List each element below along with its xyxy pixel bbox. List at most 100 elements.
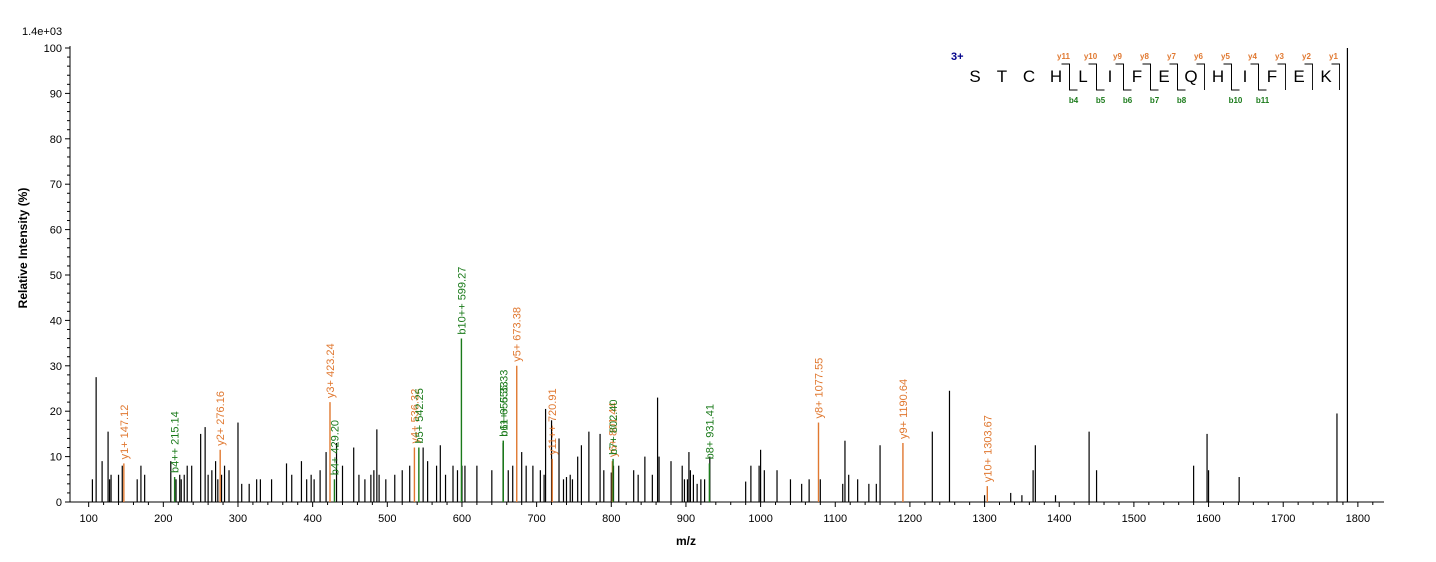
ion-label: y5+ 673.38 (512, 307, 524, 362)
residue: H (1050, 67, 1062, 86)
intensity-scale-label: 1.4e+03 (22, 26, 62, 38)
b-ion-label: b8 (1177, 96, 1187, 105)
y-ion-bracket (1331, 63, 1340, 90)
residue: F (1132, 67, 1142, 86)
residue: I (1108, 67, 1113, 86)
y-ion-bracket (1061, 63, 1070, 90)
x-tick-label: 1800 (1346, 513, 1370, 525)
x-tick-label: 500 (378, 513, 396, 525)
y-axis-title: Relative Intensity (%) (16, 188, 30, 309)
ion-label: y9+ 1190.64 (898, 379, 910, 439)
b-ion-bracket (1150, 64, 1159, 91)
b-ion-label: b4 (1069, 96, 1079, 105)
ion-label: y6+ 801.44 (607, 402, 619, 457)
y-tick-label: 20 (50, 406, 62, 418)
ion-label: y4+ 536.32 (409, 389, 421, 444)
y-tick-label: 60 (50, 225, 62, 237)
ion-label: b5+ 542.25 (414, 388, 426, 443)
x-tick-label: 1700 (1271, 513, 1295, 525)
b-ion-bracket (1177, 64, 1186, 91)
y-ion-bracket (1277, 63, 1286, 90)
ion-label: y8+ 1077.55 (813, 358, 825, 419)
y-tick-label: 50 (50, 270, 62, 282)
residue: E (1158, 67, 1169, 86)
x-tick-label: 900 (677, 513, 695, 525)
ion-label: b8+ 931.41 (704, 404, 716, 459)
b-ion-label: b7 (1150, 96, 1160, 105)
ion-label: b11++ 655.33 (498, 370, 510, 437)
y-ion-bracket (1169, 63, 1178, 90)
y-ion-label: y3 (1275, 52, 1284, 61)
y-ion-bracket (1196, 63, 1205, 90)
ion-label: y11++ 720.91 (547, 388, 559, 454)
y-ion-bracket (1115, 63, 1124, 90)
y-ion-bracket (1142, 63, 1151, 90)
y-ion-label: y1 (1329, 52, 1338, 61)
y-ion-label: y9 (1113, 52, 1122, 61)
x-tick-label: 600 (453, 513, 471, 525)
peak-series (91, 48, 1349, 502)
x-tick-label: 1600 (1196, 513, 1220, 525)
x-tick-label: 200 (154, 513, 172, 525)
b-ion-bracket (1231, 64, 1240, 91)
x-tick-label: 100 (79, 513, 97, 525)
y-ion-label: y6 (1194, 52, 1203, 61)
x-tick-label: 1400 (1047, 513, 1071, 525)
residue: K (1320, 67, 1332, 86)
ion-label: b10++ 599.27 (456, 267, 468, 335)
x-tick-label: 700 (527, 513, 545, 525)
y-tick-label: 100 (44, 43, 62, 55)
y-tick-label: 70 (50, 179, 62, 191)
y-ion-bracket (1088, 63, 1097, 90)
ion-label: b4+ 429.20 (329, 420, 341, 475)
y-ion-bracket (1250, 63, 1259, 90)
ion-label: y10+ 1303.67 (982, 415, 994, 482)
residue: Q (1184, 67, 1197, 86)
b-ion-bracket (1096, 64, 1105, 91)
y-ion-label: y10 (1084, 52, 1098, 61)
residue: H (1212, 67, 1224, 86)
residue: S (969, 67, 980, 86)
y-ion-label: y8 (1140, 52, 1149, 61)
y-tick-label: 0 (56, 497, 62, 509)
x-tick-label: 400 (303, 513, 321, 525)
residue: I (1243, 67, 1248, 86)
b-ion-label: b5 (1096, 96, 1106, 105)
residue: C (1023, 67, 1035, 86)
x-tick-label: 300 (229, 513, 247, 525)
x-tick-label: 1100 (823, 513, 847, 525)
residue: E (1293, 67, 1304, 86)
y-tick-label: 30 (50, 361, 62, 373)
residue: L (1078, 67, 1087, 86)
y-tick-label: 90 (50, 88, 62, 100)
y-tick-label: 40 (50, 315, 62, 327)
y-tick-label: 10 (50, 452, 62, 464)
ion-label: b4++ 215.14 (170, 411, 182, 473)
residue: T (997, 67, 1007, 86)
y-tick-label: 80 (50, 134, 62, 146)
residue: F (1267, 67, 1277, 86)
b-ion-label: b6 (1123, 96, 1133, 105)
axes: 0 10 20 30 40 50 60 70 80 90 100 100 200 300 400 500 600… (44, 43, 1384, 525)
y-ion-bracket (1223, 63, 1232, 90)
x-tick-label: 1500 (1122, 513, 1146, 525)
ion-annotations: y1+ 147.12 b4++ 215.14 y2+ 276.16 y3+ 423.2… (119, 267, 994, 502)
y-ion-label: y4 (1248, 52, 1257, 61)
y-ion-label: y11 (1057, 52, 1070, 61)
y-ion-bracket (1304, 63, 1313, 90)
b-ion-bracket (1123, 64, 1132, 91)
b-ion-label: b10 (1229, 96, 1243, 105)
b-ion-bracket (1258, 64, 1267, 91)
x-tick-label: 1000 (748, 513, 772, 525)
y-ion-label: y2 (1302, 52, 1311, 61)
b-ion-label: b11 (1256, 96, 1270, 105)
precursor-charge: 3+ (951, 51, 964, 63)
ion-label: y1+ 147.12 (119, 405, 131, 460)
x-tick-label: 800 (602, 513, 620, 525)
x-axis-title: m/z (676, 534, 696, 548)
x-tick-label: 1300 (972, 513, 996, 525)
ion-label: b6+ 655.33 (498, 381, 510, 436)
ion-label: y2+ 276.16 (215, 391, 227, 446)
